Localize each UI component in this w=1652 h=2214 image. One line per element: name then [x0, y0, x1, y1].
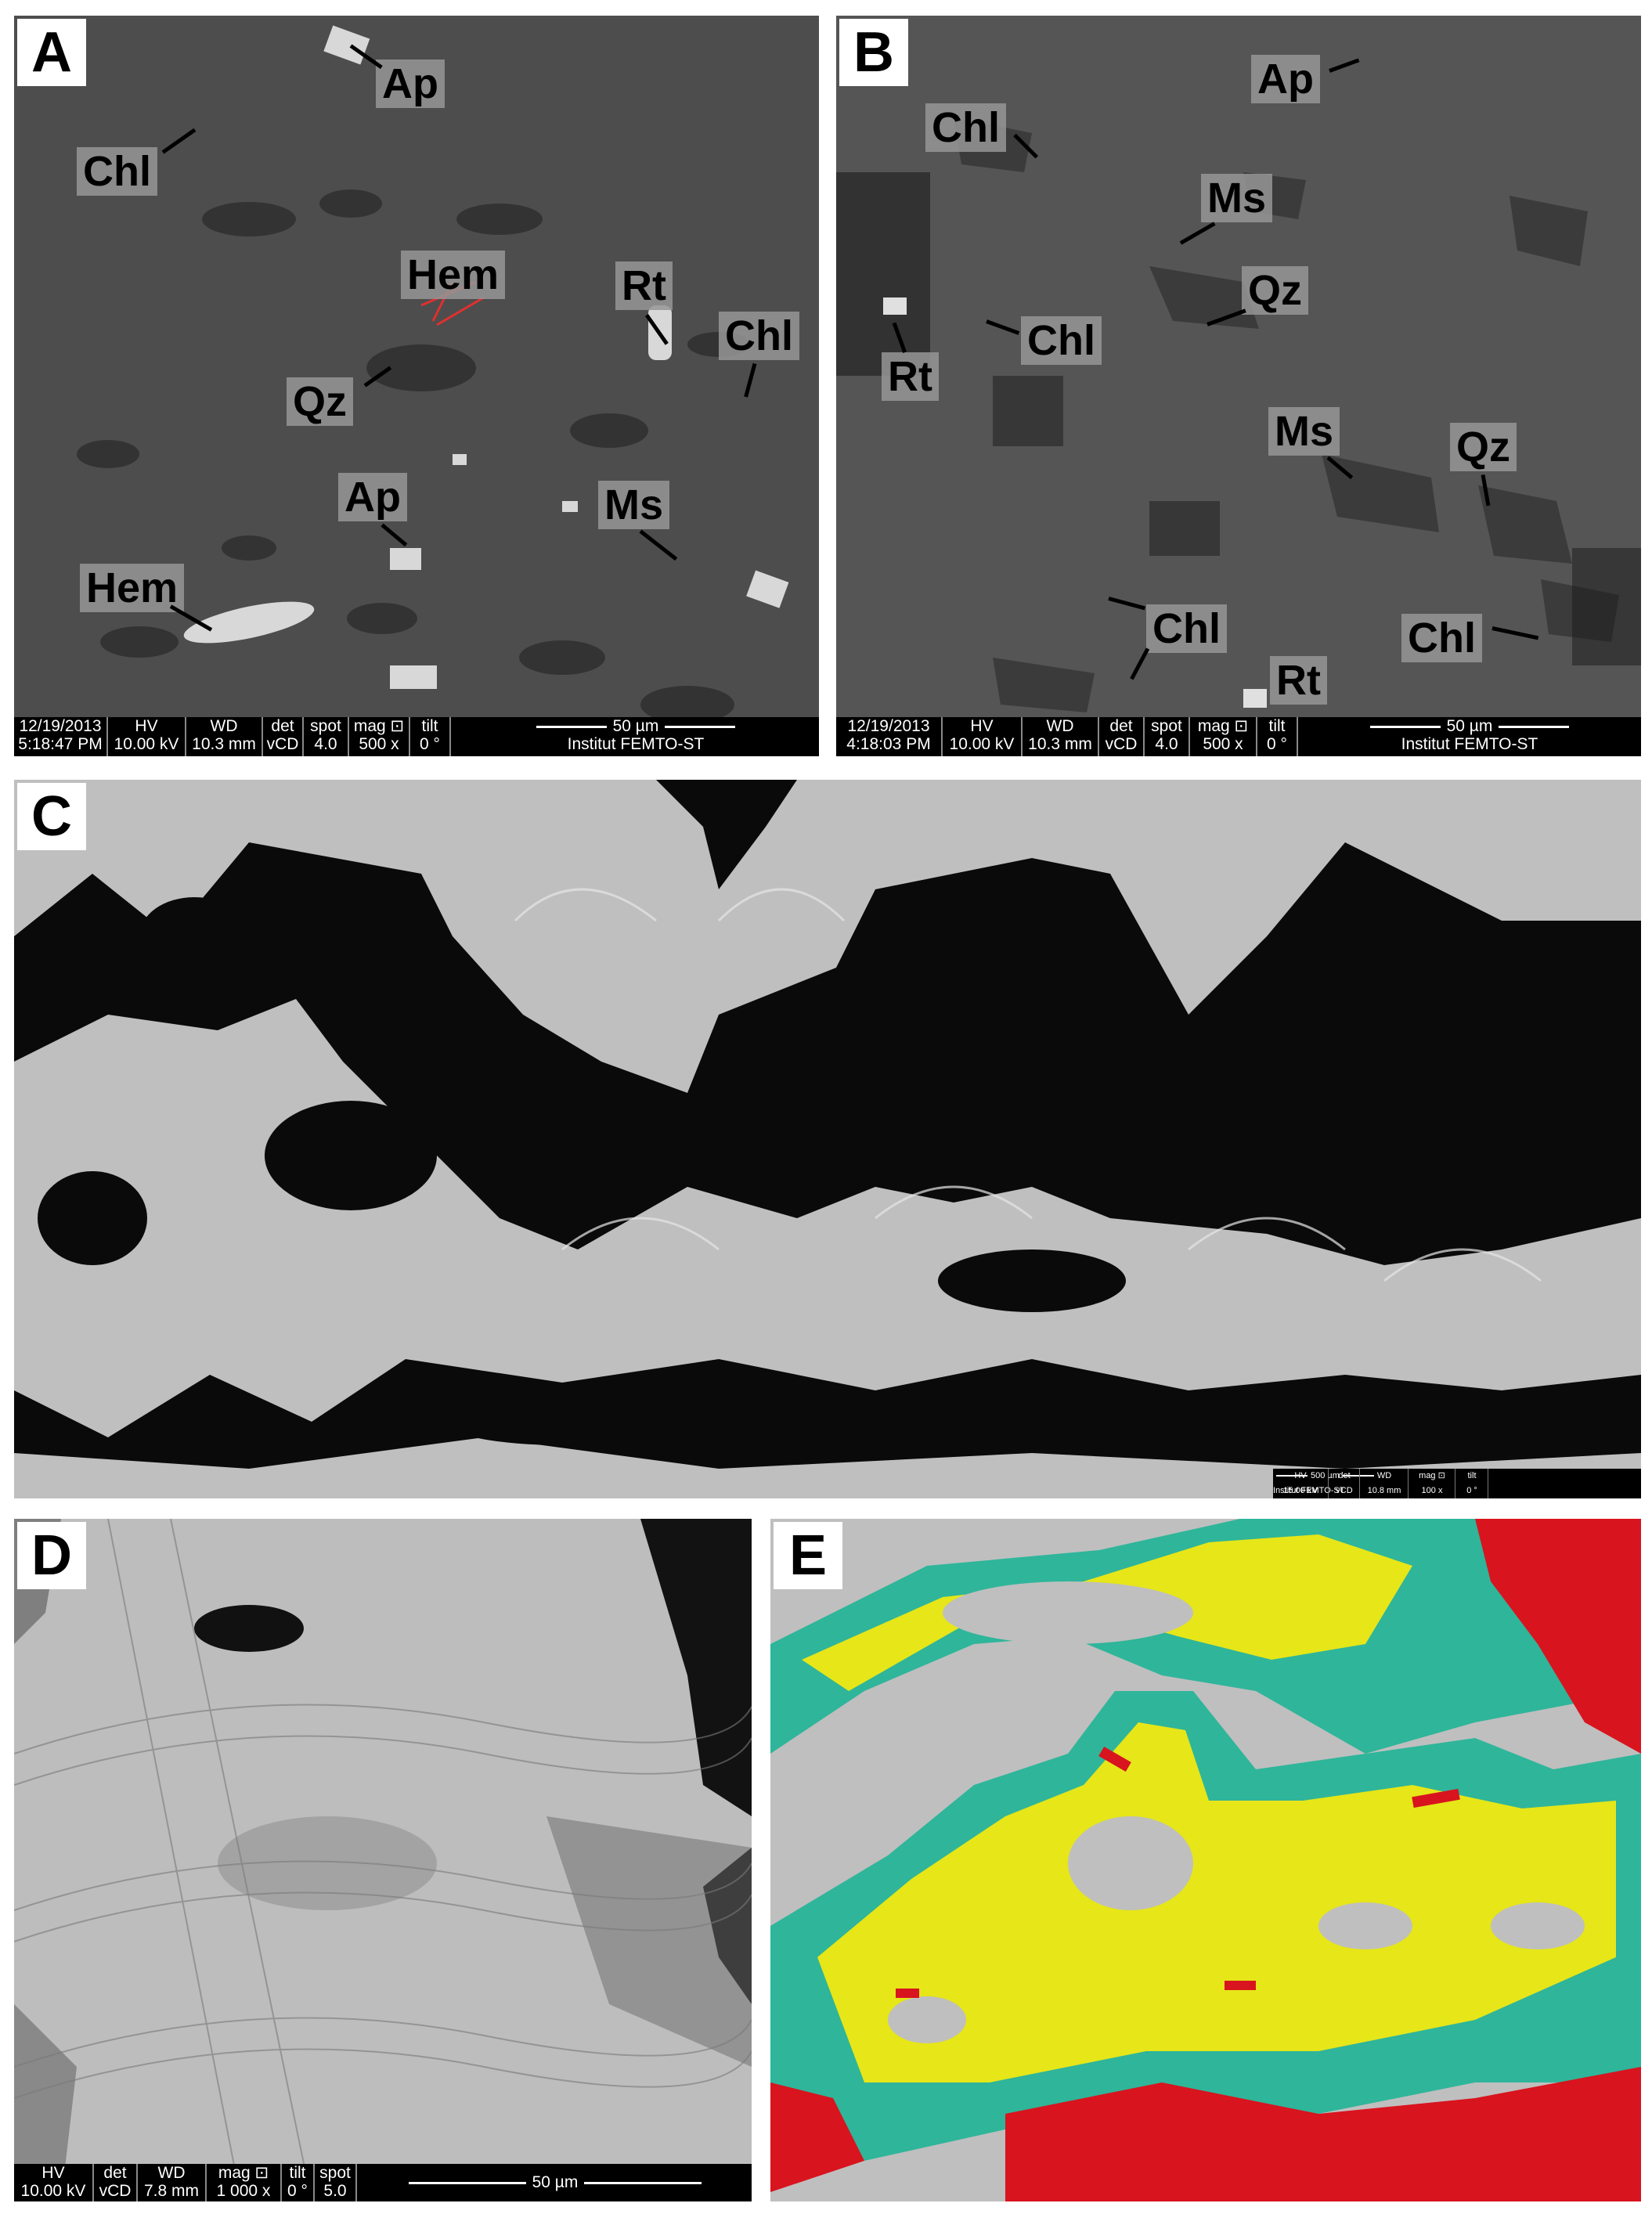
label-qz: Qz	[287, 377, 354, 426]
wd-label: WD	[157, 2164, 186, 2182]
label-rt: Rt	[882, 352, 939, 401]
sem-databar: HV 10.00 kV det vCD WD 7.8 mm mag ⊡ 1 000 x …	[14, 2164, 752, 2201]
scale-label: 500 µm	[1311, 1471, 1340, 1480]
label-hem: Hem	[401, 251, 506, 299]
sem-databar: HV 15.00 kV det vCD WD 10.8 mm mag ⊡ 100 x t…	[1273, 1469, 1641, 1498]
label-qz: Qz	[1242, 266, 1309, 315]
mag-value: 100 x	[1421, 1486, 1443, 1495]
wd-value: 7.8 mm	[143, 2182, 199, 2200]
tilt-label: tilt	[289, 2164, 306, 2182]
label-ap: Ap	[376, 59, 445, 108]
acq-date: 12/19/2013	[847, 717, 930, 735]
spot-value: 4.0	[314, 735, 337, 753]
acq-time: 5:18:47 PM	[18, 735, 103, 753]
label-hem: Hem	[80, 564, 185, 612]
det-label: det	[1109, 717, 1133, 735]
wd-label: WD	[1376, 1471, 1392, 1480]
scale-bar	[1276, 1475, 1308, 1477]
panel-a-micrograph	[14, 16, 819, 756]
tilt-label: tilt	[421, 717, 438, 735]
panel-a: A Ap Chl Hem Rt Chl Qz Ap Ms Hem 12/19/2…	[14, 16, 819, 756]
hv-label: HV	[1294, 1471, 1307, 1480]
mag-label: mag ⊡	[353, 717, 405, 735]
scale-bar	[1369, 725, 1441, 728]
label-chl: Chl	[1401, 614, 1482, 662]
mag-label: mag ⊡	[218, 2164, 269, 2182]
det-value: vCD	[1336, 1486, 1353, 1495]
panel-letter-c: C	[17, 783, 86, 850]
spot-value: 5.0	[323, 2182, 347, 2200]
det-label: det	[271, 717, 294, 735]
scale-label: 50 µm	[612, 717, 659, 735]
tilt-value: 0 °	[1267, 735, 1287, 753]
spot-label: spot	[1151, 717, 1182, 735]
institute-label: Institut FEMTO-ST	[1401, 735, 1538, 753]
hv-value: 10.00 kV	[949, 735, 1015, 753]
label-ap: Ap	[1251, 55, 1320, 103]
panel-b: B Ap Chl Ms Qz Chl Rt Ms Qz Chl Chl Rt 1…	[836, 16, 1641, 756]
det-label: det	[103, 2164, 127, 2182]
panel-c: C HV 15.00 kV det vCD WD 10.8 mm mag ⊡ 100 x…	[14, 780, 1641, 1498]
scale-label: 50 µm	[1446, 717, 1493, 735]
wd-value: 10.3 mm	[1028, 735, 1092, 753]
mag-value: 500 x	[1203, 735, 1243, 753]
panel-letter-a: A	[17, 19, 86, 86]
label-ms: Ms	[1268, 407, 1340, 456]
mag-value: 1 000 x	[216, 2182, 271, 2200]
wd-label: WD	[210, 717, 238, 735]
mag-label: mag ⊡	[1197, 717, 1249, 735]
wd-value: 10.3 mm	[192, 735, 256, 753]
label-chl: Chl	[719, 312, 799, 360]
panel-letter-d: D	[17, 1522, 86, 1589]
spot-value: 4.0	[1155, 735, 1178, 753]
tilt-value: 0 °	[1466, 1486, 1477, 1495]
tilt-label: tilt	[1268, 717, 1286, 735]
tilt-value: 0 °	[420, 735, 440, 753]
det-label: det	[1338, 1471, 1351, 1480]
det-value: vCD	[1105, 735, 1138, 753]
panel-d: D HV 10.00 kV det vCD WD 7.8 mm mag ⊡ 1 000 …	[14, 1519, 752, 2201]
label-ms: Ms	[598, 481, 670, 529]
panel-e-element-map	[770, 1519, 1641, 2201]
label-rt: Rt	[1270, 656, 1327, 705]
hv-label: HV	[41, 2164, 65, 2182]
mag-label: mag ⊡	[1419, 1471, 1445, 1480]
hv-value: 10.00 kV	[114, 735, 179, 753]
hv-label: HV	[970, 717, 994, 735]
label-rt: Rt	[615, 261, 673, 310]
scale-label: 50 µm	[532, 2173, 579, 2191]
mag-value: 500 x	[359, 735, 399, 753]
institute-label: Institut FEMTO-ST	[1273, 1486, 1345, 1495]
hv-value: 10.00 kV	[20, 2182, 86, 2200]
panel-c-micrograph	[14, 780, 1641, 1498]
acq-date: 12/19/2013	[19, 717, 102, 735]
acq-time: 4:18:03 PM	[846, 735, 931, 753]
panel-d-micrograph	[14, 1519, 752, 2201]
sem-databar: 12/19/2013 5:18:47 PM HV 10.00 kV WD 10.3 m…	[14, 717, 819, 756]
tilt-label: tilt	[1467, 1471, 1477, 1480]
det-value: vCD	[99, 2182, 132, 2200]
label-chl: Chl	[925, 103, 1006, 152]
label-ms: Ms	[1201, 174, 1273, 222]
spot-label: spot	[310, 717, 341, 735]
label-chl: Chl	[1021, 316, 1102, 365]
label-chl: Chl	[77, 147, 157, 196]
label-chl: Chl	[1146, 604, 1227, 653]
panel-letter-b: B	[839, 19, 908, 86]
scale-bar	[408, 2181, 526, 2184]
det-value: vCD	[266, 735, 299, 753]
label-ap: Ap	[338, 473, 407, 521]
tilt-value: 0 °	[287, 2182, 308, 2200]
hv-label: HV	[135, 717, 158, 735]
sem-databar: 12/19/2013 4:18:03 PM HV 10.00 kV WD 10.3 m…	[836, 717, 1641, 756]
wd-label: WD	[1046, 717, 1074, 735]
institute-label: Institut FEMTO-ST	[567, 735, 705, 753]
label-qz: Qz	[1450, 423, 1517, 471]
wd-value: 10.8 mm	[1367, 1486, 1401, 1495]
hv-value: 15.00 kV	[1283, 1486, 1318, 1495]
spot-label: spot	[319, 2164, 351, 2182]
panel-e: E	[770, 1519, 1641, 2201]
scale-bar	[536, 725, 607, 728]
panel-letter-e: E	[774, 1522, 842, 1589]
